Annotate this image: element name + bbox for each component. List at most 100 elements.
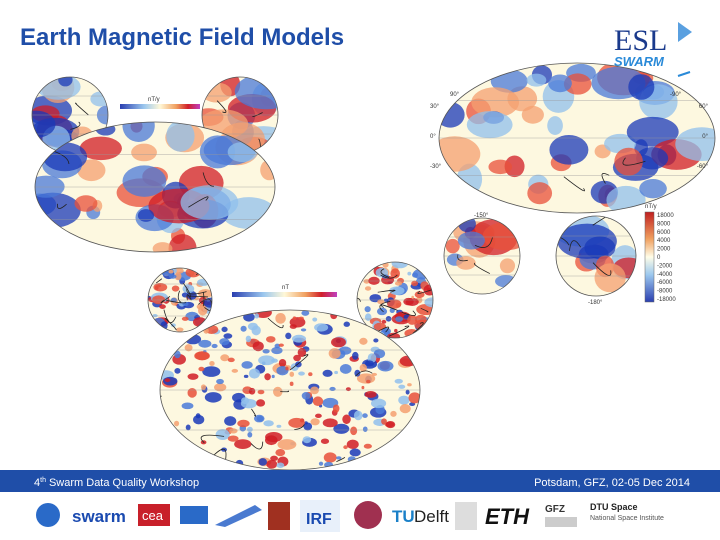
colorbar-tick-label: 4000 <box>657 238 671 244</box>
map-blob <box>298 371 305 376</box>
map-label: -150° <box>474 213 489 219</box>
coastline <box>419 329 431 336</box>
coastline <box>516 287 520 294</box>
map-blob <box>398 395 410 405</box>
logo-box <box>545 517 577 527</box>
map-blob <box>456 256 476 270</box>
coastline <box>378 326 390 333</box>
map-blob <box>278 359 287 367</box>
map-label: 90° <box>450 92 460 98</box>
map-blob <box>223 333 233 339</box>
map-blob <box>270 455 279 462</box>
partner: GFZ <box>545 504 565 515</box>
coastline <box>105 88 108 97</box>
map-blob <box>122 165 167 197</box>
map-blob <box>246 426 253 433</box>
map-blob <box>387 332 401 338</box>
map-blob <box>339 364 352 374</box>
coastline <box>160 462 164 470</box>
map-blob <box>77 159 106 182</box>
map-blob <box>262 349 270 354</box>
map-blob <box>181 402 194 410</box>
map-label: 30° <box>430 104 440 110</box>
map-blob <box>636 147 669 170</box>
map-blob <box>521 105 544 124</box>
map-blob <box>273 386 283 397</box>
logo-box <box>268 502 290 530</box>
map-blob <box>614 147 643 176</box>
map-blob <box>164 378 171 383</box>
map-blob <box>328 348 341 359</box>
map-blob <box>411 295 415 299</box>
map-blob <box>639 178 667 199</box>
map-blob <box>407 315 418 325</box>
logo-sub: SWARM <box>614 54 665 69</box>
map-blob <box>381 319 387 324</box>
coastline <box>186 288 207 295</box>
map-blob <box>263 420 274 427</box>
colorbar <box>120 104 200 109</box>
map-blob <box>315 413 322 419</box>
map-blob <box>363 279 370 284</box>
map <box>148 268 212 332</box>
map-blob <box>264 373 271 381</box>
map-blob <box>312 317 318 322</box>
map-blob <box>278 343 284 347</box>
coastline <box>473 262 491 274</box>
map-blob <box>58 77 73 87</box>
map-blob <box>310 386 319 395</box>
map-blob <box>405 389 410 395</box>
map-label: 60° <box>699 104 709 110</box>
map-label: -30° <box>430 164 442 170</box>
coastline <box>388 325 410 337</box>
colorbar-tick-label: -18000 <box>657 297 676 303</box>
map-blob <box>90 91 108 107</box>
map-blob <box>361 385 365 390</box>
coastline <box>155 278 163 284</box>
map-blob <box>292 316 297 320</box>
map-blob <box>122 122 155 143</box>
map-blob <box>174 420 180 427</box>
map-blob <box>336 456 342 460</box>
coastline <box>380 274 398 279</box>
map-blob <box>394 328 398 333</box>
coastline <box>569 240 582 251</box>
map-blob <box>185 424 191 431</box>
partner: National Space Institute <box>590 515 664 522</box>
map-blob <box>371 372 378 376</box>
map-blob <box>439 102 465 128</box>
map-blob <box>159 304 166 309</box>
map-blob <box>176 327 184 332</box>
logo-icon <box>36 503 60 527</box>
colorbar-tick-label: -8000 <box>657 289 673 295</box>
map-blob <box>245 335 252 343</box>
map-blob <box>289 324 297 329</box>
map-outline <box>443 217 521 295</box>
coastline <box>556 234 570 246</box>
map-blob <box>199 135 236 169</box>
colorbar-tick-label: 8000 <box>657 221 671 227</box>
map-blob <box>354 369 361 377</box>
map-blob <box>399 404 411 414</box>
coastline <box>160 295 171 304</box>
map-blob <box>35 192 81 228</box>
map-blob <box>466 111 513 139</box>
map-blob <box>214 383 227 392</box>
map-blob <box>256 399 266 407</box>
map-blob <box>373 338 379 343</box>
map-blob <box>194 351 210 361</box>
map-blob <box>265 336 276 343</box>
coastline <box>200 434 225 444</box>
map-blob <box>549 135 589 165</box>
footer-right: Potsdam, GFZ, 02-05 Dec 2014 <box>534 477 690 489</box>
map-blob <box>277 439 297 450</box>
coastline <box>412 322 424 334</box>
map-blob <box>234 77 278 110</box>
logo-icon <box>354 501 382 529</box>
logo-box <box>138 504 170 526</box>
map-blob <box>332 404 340 413</box>
map-blob <box>343 445 348 450</box>
map-blob <box>137 209 155 222</box>
map-blob <box>248 387 256 395</box>
